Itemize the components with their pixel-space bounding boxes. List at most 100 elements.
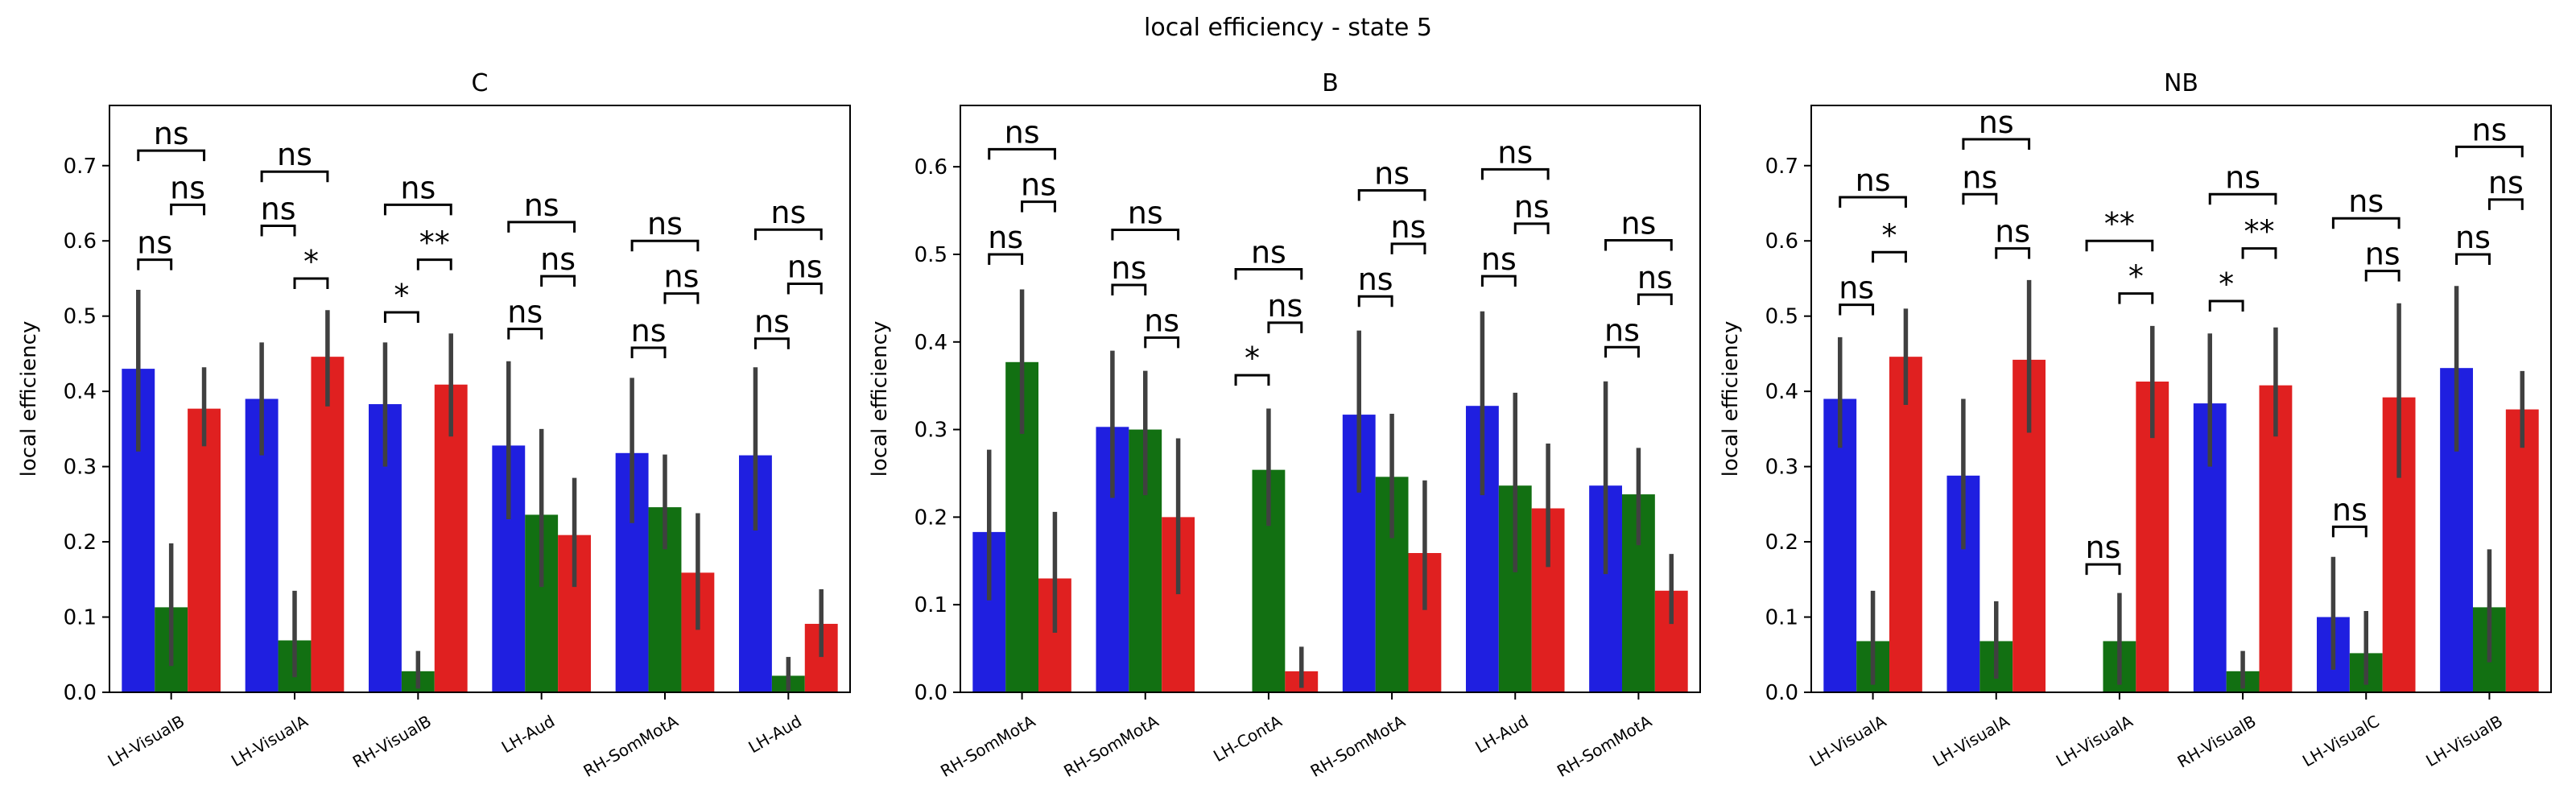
bar <box>188 408 221 692</box>
significance-bracket <box>2208 299 2244 312</box>
significance-bracket <box>260 170 329 183</box>
significance-bracket <box>630 346 667 358</box>
significance-bracket <box>988 147 1056 160</box>
significance-label: ns <box>1005 114 1040 150</box>
significance-label: ns <box>2086 530 2121 565</box>
significance-label: ns <box>647 206 683 242</box>
significance-label: ns <box>1856 163 1891 198</box>
significance-bracket <box>1234 374 1270 386</box>
significance-bracket <box>2208 192 2277 205</box>
axes-frame <box>1810 105 2552 693</box>
significance-bracket <box>260 225 296 237</box>
panel-title: NB <box>2164 69 2198 97</box>
y-tick-label: 0.7 <box>64 155 97 179</box>
significance-label: ns <box>1839 270 1874 306</box>
significance-bracket <box>507 221 576 233</box>
significance-label: ns <box>1995 214 2030 250</box>
y-tick-label: 0.6 <box>1765 229 1798 254</box>
y-tick-label: 0.1 <box>64 606 97 630</box>
significance-label: ns <box>2348 184 2384 219</box>
significance-bracket <box>1234 267 1303 280</box>
significance-label: ns <box>1604 312 1640 348</box>
y-tick-label: 0.2 <box>1765 530 1798 555</box>
significance-label: ns <box>787 250 823 285</box>
y-tick-label: 0.3 <box>64 456 97 480</box>
bar <box>311 357 345 692</box>
significance-label: ns <box>261 192 296 227</box>
significance-label: * <box>1245 341 1260 376</box>
y-tick-label: 0.4 <box>914 331 947 355</box>
y-tick-label: 0.5 <box>914 243 947 267</box>
y-tick-label: 0.0 <box>914 681 947 705</box>
significance-bracket <box>293 277 329 289</box>
significance-label: * <box>394 278 409 313</box>
significance-bracket <box>1962 192 1998 205</box>
significance-label: ns <box>1979 105 2014 140</box>
significance-label: * <box>1882 217 1897 253</box>
significance-label: ns <box>2488 165 2524 200</box>
significance-label: ns <box>1374 156 1410 192</box>
significance-label: ** <box>2244 214 2275 250</box>
significance-label: * <box>2219 266 2234 302</box>
significance-bracket <box>1839 196 1907 208</box>
significance-bracket <box>2331 525 2368 538</box>
significance-label: ns <box>1111 250 1146 286</box>
bar <box>2505 409 2539 692</box>
significance-bracket <box>753 228 823 241</box>
significance-label: ns <box>400 170 436 205</box>
significance-bracket <box>137 258 173 270</box>
significance-bracket <box>1480 167 1550 180</box>
significance-bracket <box>753 337 790 349</box>
significance-label: ns <box>631 313 667 349</box>
significance-bracket <box>1839 303 1875 316</box>
significance-bracket <box>1357 189 1426 201</box>
significance-label: ns <box>1962 159 1997 195</box>
y-tick-label: 0.5 <box>1765 305 1798 329</box>
significance-bracket <box>383 311 419 324</box>
significance-label: ns <box>524 188 559 223</box>
significance-label: ns <box>1021 167 1056 203</box>
y-tick-label: 0.4 <box>1765 380 1798 404</box>
panel-title: B <box>1322 69 1339 97</box>
significance-label: ns <box>2225 159 2260 195</box>
significance-label: ns <box>1251 234 1286 270</box>
significance-label: ns <box>154 116 189 151</box>
significance-bracket <box>1962 138 2031 151</box>
significance-bracket <box>1480 275 1517 287</box>
y-tick-label: 0.4 <box>64 380 97 404</box>
significance-bracket <box>2241 247 2277 259</box>
y-tick-label: 0.3 <box>1765 456 1798 480</box>
y-axis-label: local efficiency <box>1719 321 1743 477</box>
significance-label: ns <box>2365 237 2401 272</box>
significance-bracket <box>2085 563 2121 576</box>
significance-bracket <box>416 258 452 270</box>
y-tick-label: 0.1 <box>1765 606 1798 630</box>
significance-bracket <box>2364 270 2401 282</box>
significance-label: ** <box>419 225 450 261</box>
bar <box>1889 357 1922 692</box>
significance-bracket <box>786 283 823 295</box>
significance-bracket <box>1604 345 1640 358</box>
significance-bracket <box>2085 239 2154 252</box>
y-axis-label: local efficiency <box>868 321 892 477</box>
y-tick-label: 0.6 <box>914 155 947 180</box>
significance-bracket <box>630 239 700 252</box>
significance-label: ns <box>1620 206 1656 242</box>
significance-bracket <box>2455 253 2491 266</box>
significance-label: ns <box>754 304 790 340</box>
significance-bracket <box>1872 250 1907 263</box>
significance-label: ns <box>1391 209 1426 245</box>
y-axis-label: local efficiency <box>17 321 41 477</box>
significance-label: ns <box>1497 134 1533 170</box>
panel-title: C <box>472 69 489 97</box>
significance-label: ns <box>988 220 1023 255</box>
significance-bracket <box>2455 145 2524 158</box>
significance-label: ns <box>2455 220 2491 255</box>
significance-label: ns <box>1267 288 1302 324</box>
significance-label: ns <box>1514 189 1550 225</box>
significance-label: * <box>303 244 319 279</box>
significance-bracket <box>1111 283 1147 296</box>
y-tick-label: 0.0 <box>64 681 97 705</box>
y-tick-label: 0.0 <box>1765 681 1798 705</box>
